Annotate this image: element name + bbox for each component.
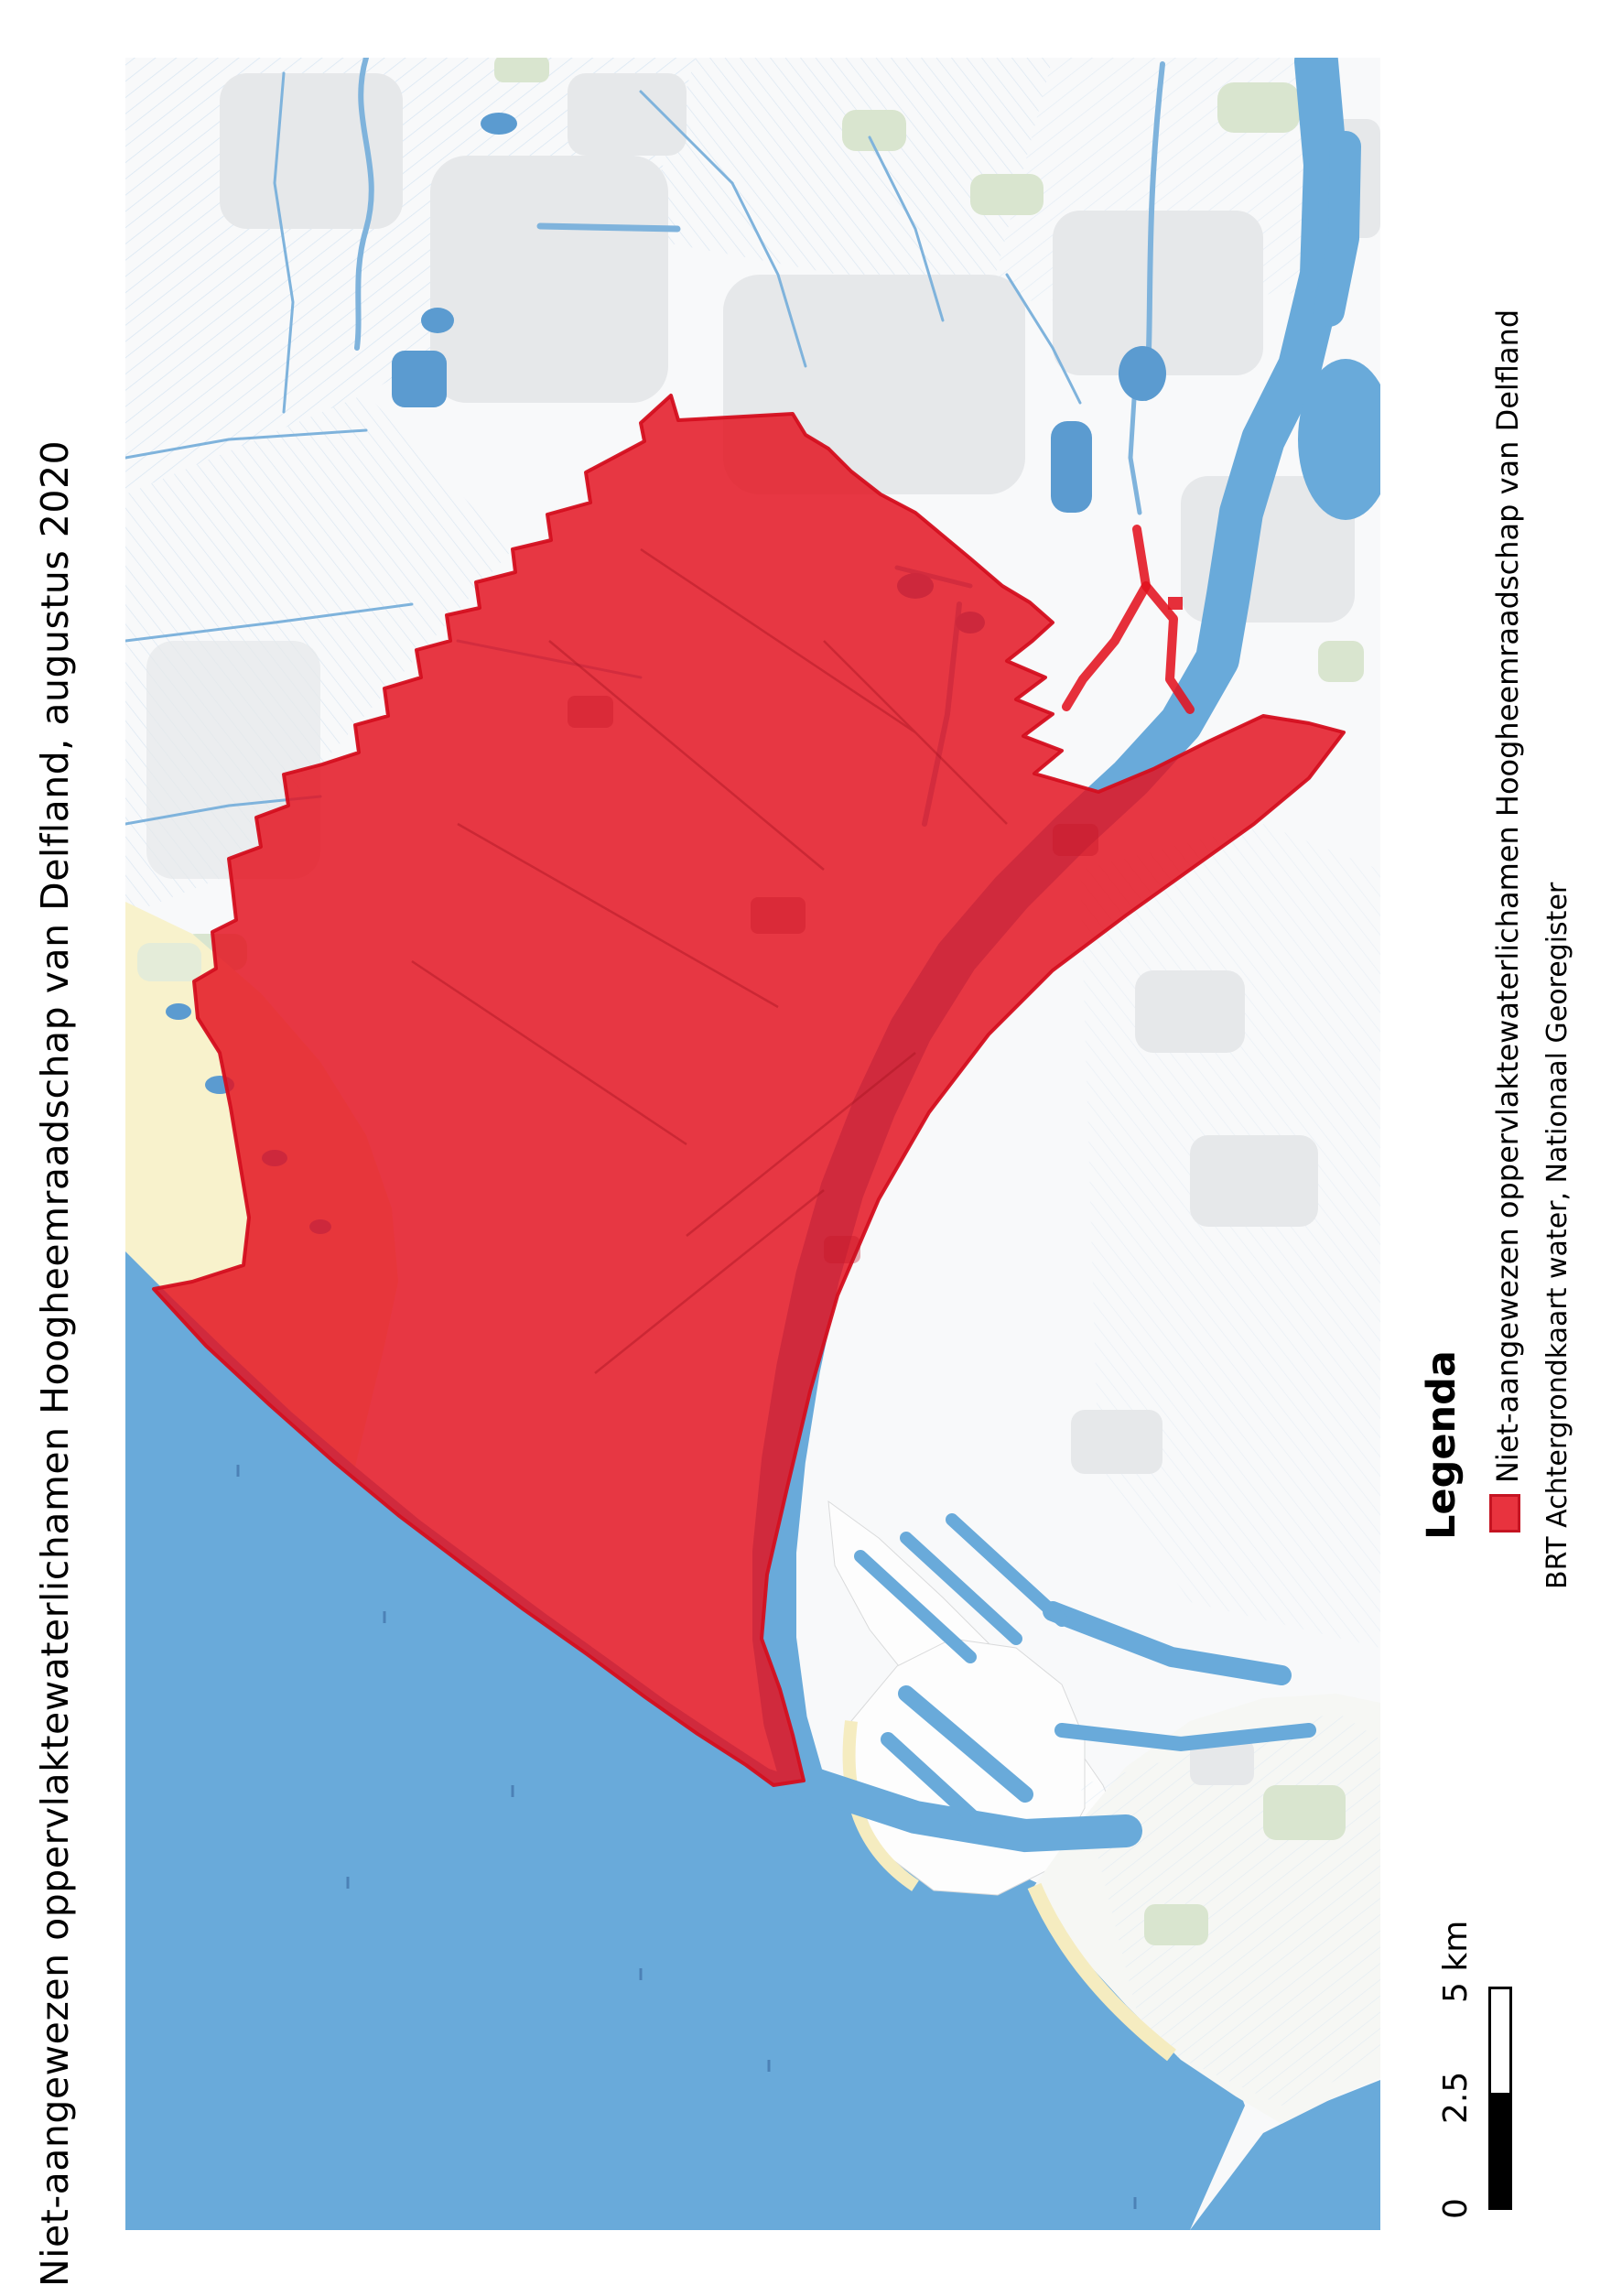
sea — [125, 1251, 1380, 2230]
scalebar-label-0: 0 — [1437, 2198, 1475, 2219]
river-bend — [1298, 359, 1380, 520]
overlay-canal-tentacles — [1062, 525, 1195, 714]
scalebar-label-2-5: 2.5 — [1437, 2071, 1475, 2124]
legend-item-label: Niet-aangewezen oppervlaktewaterlichamen… — [1490, 309, 1525, 1483]
scalebar-segment-lower — [1488, 2096, 1512, 2210]
green-areas — [183, 58, 1364, 970]
delfland-overlay-polygon — [152, 394, 1346, 1787]
harbor — [787, 1500, 1380, 2124]
scalebar-label-5km: 5 km — [1437, 1920, 1475, 2003]
sea-marks — [236, 1465, 1137, 2209]
legend-heading: Legenda — [1419, 1350, 1465, 1540]
legend-swatch — [1489, 1494, 1520, 1532]
legend-attribution: BRT Achtergrondkaart water, Nationaal Ge… — [1541, 882, 1573, 1589]
overlay-street-texture — [411, 547, 1098, 1374]
urban-areas — [146, 73, 1380, 1474]
scalebar-segment-upper — [1488, 1987, 1512, 2096]
dune-grass — [137, 943, 201, 981]
map-title: Niet-aangewezen oppervlaktewaterlichamen… — [33, 439, 77, 2287]
